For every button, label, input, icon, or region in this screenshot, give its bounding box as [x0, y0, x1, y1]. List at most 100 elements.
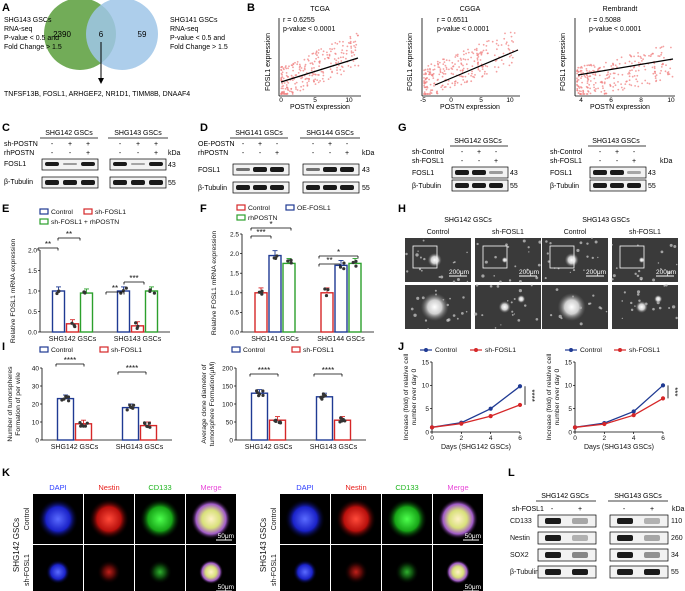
sig-stars: ***	[129, 274, 138, 283]
cell-speck	[511, 313, 514, 316]
scatter-point	[425, 81, 428, 83]
scatter-point	[454, 63, 456, 65]
y-tick-label: 2.0	[28, 247, 37, 254]
channel-label: Merge	[200, 483, 221, 492]
scatter-point	[482, 43, 485, 46]
blot-band	[572, 569, 588, 575]
cell-speck	[545, 240, 548, 243]
row-label: rhPOSTN	[4, 150, 34, 157]
line-chart-j1: Control sh-FOSL1 0 5 10 15 0 2 4 6 Days (SHG142 GS…	[403, 347, 536, 451]
scatter-point	[280, 69, 282, 71]
scatter-point	[456, 81, 459, 84]
scatter-point	[445, 59, 448, 61]
scatter-point	[296, 89, 299, 91]
scale-label: 200μm	[586, 269, 606, 276]
cell-speck	[510, 301, 513, 304]
scatter-p: p-value < 0.0001	[283, 26, 335, 33]
series-point	[429, 425, 435, 430]
scatter-point	[336, 72, 339, 75]
data-dot	[274, 419, 278, 423]
scatter-point	[660, 46, 663, 49]
scatter-point	[475, 49, 478, 52]
cell-speck	[518, 288, 522, 293]
scatter-point	[467, 58, 469, 61]
scatter-point	[649, 55, 652, 58]
cell-speck	[460, 311, 464, 315]
tumorsphere	[654, 295, 663, 303]
scatter-point	[442, 73, 445, 75]
scatter-point	[513, 32, 516, 34]
scatter-point	[486, 40, 488, 43]
scatter-point	[659, 47, 662, 49]
scatter-point	[578, 90, 581, 92]
legend-label: Control	[51, 347, 73, 354]
x-category-label: SHG141 GSCs	[251, 336, 299, 343]
scatter-point	[650, 53, 653, 56]
data-dot	[343, 419, 347, 423]
marker-55: 55	[168, 180, 176, 187]
scatter-point	[495, 42, 498, 45]
scatter-point	[593, 66, 596, 68]
scatter-point	[597, 87, 599, 90]
sign: +	[86, 141, 90, 148]
data-dot	[70, 321, 74, 325]
cell-speck	[579, 241, 583, 245]
scatter-point	[627, 73, 629, 75]
scatter-point	[424, 93, 427, 95]
scatter-point	[453, 84, 456, 87]
scatter-point	[595, 88, 597, 90]
panel-h: H SHG142 GSCs SHG143 GSCs Control 200μm sh…	[398, 203, 678, 330]
scatter-point	[282, 87, 284, 90]
legend-swatch	[236, 204, 246, 211]
y-tick-label: 1.5	[28, 268, 37, 275]
scatter-point	[444, 64, 447, 67]
scatter-point	[283, 93, 286, 95]
scatter-point	[589, 75, 592, 78]
blot-group-label: SHG142 GSCs	[541, 493, 589, 500]
cell-speck	[456, 278, 460, 281]
scatter-point	[317, 81, 320, 84]
scale-label: 50μm	[218, 533, 234, 540]
scatter-title: CGGA	[460, 6, 481, 13]
scatter-point	[349, 35, 352, 38]
cell-speck	[579, 322, 583, 326]
spheroid-signal	[89, 499, 129, 539]
sig-stars: ***	[670, 387, 679, 396]
band-label: FOSL1	[412, 170, 434, 177]
scatter-point	[285, 84, 288, 86]
scatter-point	[594, 74, 597, 76]
panel-letter-c: C	[2, 122, 10, 134]
scatter-point	[337, 64, 340, 67]
scatter-point	[429, 67, 431, 70]
legend-label: sh-FOSL1	[111, 347, 142, 354]
scatter-point	[616, 66, 618, 68]
scatter-point	[507, 47, 510, 50]
scatter-point	[480, 51, 482, 53]
scatter-point	[653, 62, 656, 65]
scatter-point	[481, 68, 484, 70]
scatter-point	[496, 48, 498, 51]
scatter-point	[302, 85, 305, 87]
series-point	[631, 409, 636, 414]
bar-chart-f: Control OE-FOSL1 rhPOSTN 0.0 0.5 1.0 1.5 2.0 2.5…	[211, 204, 374, 343]
scatter-point	[660, 69, 662, 72]
scatter-point	[454, 56, 457, 58]
scatter-point	[294, 61, 296, 64]
sig-stars: ****	[126, 364, 138, 373]
scatter-point	[652, 52, 654, 55]
scatter-point	[306, 84, 309, 86]
channel-label: Merge	[447, 483, 468, 492]
cell-speck	[592, 294, 595, 297]
spheroid-signal	[336, 499, 376, 539]
scatter-point	[290, 88, 293, 90]
x-tick: 0	[279, 97, 283, 104]
scatter-point	[471, 72, 473, 75]
scatter-point	[429, 83, 432, 86]
data-dot	[260, 289, 264, 293]
panel-letter-j: J	[398, 341, 404, 353]
scatter-point	[588, 70, 591, 73]
cell-speck	[535, 317, 539, 321]
scatter-point	[438, 73, 441, 76]
scatter-point	[584, 76, 587, 78]
if-grid-left: DAPI Nestin CD133 Merge 50μm Control 50μm sh-FO…	[12, 483, 236, 591]
